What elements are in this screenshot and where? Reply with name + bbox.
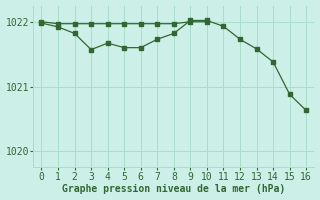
X-axis label: Graphe pression niveau de la mer (hPa): Graphe pression niveau de la mer (hPa) bbox=[62, 184, 285, 194]
